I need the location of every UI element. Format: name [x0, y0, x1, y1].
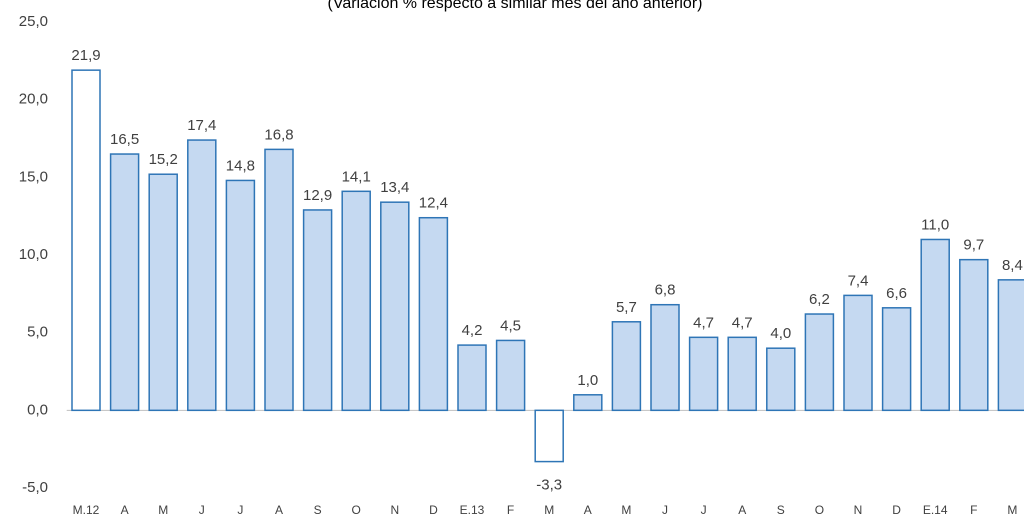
x-tick-label: S: [314, 503, 322, 517]
x-tick-label: N: [854, 503, 863, 517]
bar: [418, 216, 449, 412]
bar: [920, 238, 950, 412]
x-tick-label: J: [662, 503, 668, 517]
x-tick-label: F: [970, 503, 977, 517]
x-tick-label: M: [1007, 503, 1017, 517]
y-tick-label: -5,0: [22, 479, 48, 496]
x-tick-label: A: [738, 503, 746, 517]
x-tick-label: E.14: [923, 503, 948, 517]
value-label: 6,2: [809, 291, 830, 308]
x-tick-label: O: [815, 503, 824, 517]
value-label: 16,8: [264, 126, 293, 143]
value-label: 17,4: [187, 117, 216, 134]
bar: [843, 294, 873, 412]
value-label: 4,0: [770, 325, 791, 342]
bar: [71, 69, 101, 412]
value-label: 12,9: [303, 187, 332, 204]
x-tick-label: O: [352, 503, 361, 517]
x-tick-label: J: [199, 503, 205, 517]
value-label: 12,4: [419, 195, 448, 212]
bar: [264, 148, 294, 412]
x-tick-label: M: [158, 503, 168, 517]
bar: [534, 409, 564, 463]
bar: [109, 153, 140, 412]
x-tick-label: D: [892, 503, 901, 517]
x-tick-label: E.13: [460, 503, 485, 517]
value-label: 8,4: [1002, 257, 1023, 274]
value-label: 11,0: [921, 216, 949, 233]
value-label: 9,7: [963, 237, 984, 254]
x-tick-label: A: [121, 503, 129, 517]
y-tick-label: 20,0: [19, 91, 48, 108]
value-label: 15,2: [149, 151, 178, 168]
bar: [727, 336, 757, 412]
bar: [457, 344, 487, 412]
x-tick-label: D: [429, 503, 438, 517]
bar: [959, 258, 989, 412]
value-label: 6,6: [886, 285, 907, 302]
chart-subtitle: (Variación % respecto a similar mes del …: [328, 0, 703, 12]
value-label: 4,7: [732, 314, 753, 331]
x-tick-label: M: [544, 503, 554, 517]
value-label: 13,4: [380, 179, 409, 196]
bar: [804, 313, 835, 412]
value-label: 1,0: [577, 372, 598, 389]
bar: [495, 339, 526, 412]
bar: [573, 394, 603, 412]
x-tick-label: J: [701, 503, 707, 517]
bar: [380, 201, 410, 412]
bar: [650, 303, 680, 412]
x-tick-label: S: [777, 503, 785, 517]
x-tick-label: J: [237, 503, 243, 517]
value-label: 21,9: [71, 47, 100, 64]
x-tick-label: M.12: [73, 503, 100, 517]
bar: [225, 179, 256, 412]
y-tick-label: 15,0: [19, 168, 48, 185]
x-tick-label: M: [621, 503, 631, 517]
value-label: 4,7: [693, 314, 714, 331]
bar: [688, 336, 719, 412]
value-label: 16,5: [110, 131, 139, 148]
bar: [881, 307, 912, 412]
bar: [187, 139, 217, 412]
x-tick-label: F: [507, 503, 514, 517]
bar: [148, 173, 178, 412]
x-tick-label: N: [390, 503, 399, 517]
y-tick-label: 5,0: [27, 324, 48, 341]
value-label: -3,3: [536, 477, 562, 494]
bar: [997, 279, 1024, 412]
value-label: 4,5: [500, 317, 521, 334]
value-label: 14,8: [226, 157, 255, 174]
x-tick-label: A: [275, 503, 283, 517]
bar: [611, 321, 642, 412]
bar: [302, 209, 333, 412]
value-label: 4,2: [462, 322, 483, 339]
bar: [766, 347, 796, 412]
y-tick-label: 0,0: [27, 401, 48, 418]
y-tick-label: 25,0: [19, 13, 48, 30]
value-label: 14,1: [342, 168, 371, 185]
value-label: 5,7: [616, 299, 637, 316]
value-label: 6,8: [655, 282, 676, 299]
y-tick-label: 10,0: [19, 246, 48, 263]
x-tick-label: A: [584, 503, 592, 517]
value-label: 7,4: [848, 272, 869, 289]
bar: [341, 190, 371, 412]
